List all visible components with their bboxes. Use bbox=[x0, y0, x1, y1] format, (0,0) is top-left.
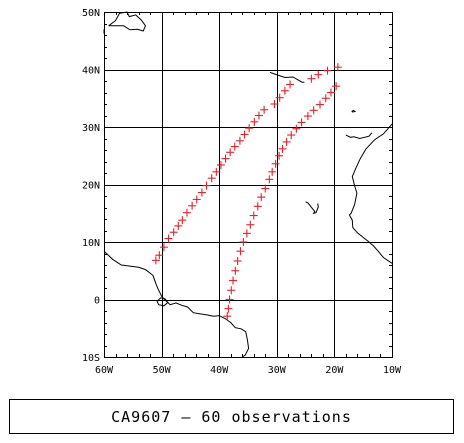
lon-tick-label: 50W bbox=[153, 365, 172, 376]
observation-marker bbox=[282, 137, 291, 146]
lon-tick-label: 10W bbox=[383, 365, 402, 376]
observation-marker bbox=[202, 181, 211, 190]
lon-tick-label: 30W bbox=[268, 365, 287, 376]
observation-marker bbox=[303, 112, 312, 121]
coastline-marajo-island bbox=[156, 297, 169, 307]
lon-tick-label: 20W bbox=[325, 365, 344, 376]
observation-marker bbox=[229, 276, 238, 285]
observation-marker bbox=[224, 304, 233, 313]
coastline-cape-verde bbox=[305, 201, 319, 215]
coastline-south-america bbox=[103, 250, 250, 358]
observation-marker bbox=[245, 124, 254, 133]
observation-marker bbox=[271, 159, 280, 168]
lat-tick-label: 40N bbox=[82, 66, 100, 77]
observation-marker bbox=[221, 154, 230, 163]
observation-marker bbox=[227, 286, 236, 295]
observation-marker bbox=[261, 184, 270, 193]
caption-text: CA9607 – 60 observations bbox=[111, 407, 352, 426]
observation-marker bbox=[159, 243, 168, 252]
observation-marker bbox=[235, 136, 244, 145]
observation-marker bbox=[314, 70, 323, 79]
observation-marker bbox=[323, 66, 332, 75]
observation-marker bbox=[155, 251, 164, 260]
observation-marker bbox=[287, 131, 296, 140]
observation-marker bbox=[321, 94, 330, 103]
observation-marker bbox=[275, 151, 284, 160]
observation-marker bbox=[253, 202, 262, 211]
lat-tick-label: 50N bbox=[82, 8, 100, 19]
observation-marker bbox=[236, 247, 245, 256]
observation-marker bbox=[254, 111, 263, 120]
axis-tick-labels: 60W 50W 40W 30W 20W 10W 10S 0 10N 20N 30N 40N 50N bbox=[82, 8, 402, 376]
lat-tick-label: 30N bbox=[82, 123, 100, 134]
observation-marker bbox=[169, 228, 178, 237]
observation-marker bbox=[309, 106, 318, 115]
coastlines bbox=[103, 11, 393, 358]
observation-marker bbox=[197, 188, 206, 197]
lat-tick-label: 0 bbox=[94, 296, 100, 307]
observation-marker bbox=[212, 167, 221, 176]
observation-marker bbox=[164, 234, 173, 243]
observation-marker bbox=[230, 142, 239, 151]
observation-marker bbox=[268, 167, 277, 176]
observation-marker bbox=[280, 86, 289, 95]
lon-tick-label: 40W bbox=[210, 365, 229, 376]
observation-marker bbox=[286, 80, 295, 89]
lon-tick-label: 60W bbox=[95, 365, 114, 376]
lat-tick-label: 10N bbox=[82, 238, 100, 249]
observation-marker bbox=[270, 100, 279, 108]
observation-marker bbox=[239, 238, 248, 246]
observation-marker bbox=[174, 221, 183, 230]
observation-markers bbox=[151, 63, 342, 321]
observation-marker bbox=[260, 105, 269, 114]
observation-marker bbox=[250, 117, 259, 126]
observation-marker bbox=[223, 312, 232, 321]
observation-marker bbox=[307, 74, 316, 83]
observation-marker bbox=[246, 220, 255, 229]
observation-marker bbox=[326, 88, 335, 97]
observation-marker bbox=[265, 175, 274, 184]
observation-marker bbox=[316, 100, 324, 109]
lat-tick-label: 20N bbox=[82, 181, 100, 192]
observation-marker bbox=[278, 144, 287, 153]
observation-marker bbox=[216, 160, 225, 169]
coastline-canary bbox=[345, 132, 373, 140]
observation-marker bbox=[225, 295, 234, 304]
observation-marker bbox=[207, 174, 216, 183]
observation-marker bbox=[178, 216, 187, 225]
caption-box: CA9607 – 60 observations bbox=[9, 399, 454, 434]
observation-marker bbox=[192, 195, 201, 204]
observation-marker bbox=[257, 193, 266, 202]
axis-ticks bbox=[104, 12, 393, 358]
observation-marker bbox=[233, 256, 242, 265]
observation-marker bbox=[240, 130, 249, 139]
lat-tick-label: 10S bbox=[82, 353, 100, 364]
observation-marker bbox=[242, 229, 251, 238]
observation-marker bbox=[182, 208, 191, 217]
observation-marker bbox=[231, 266, 240, 275]
coastline-azores bbox=[269, 71, 305, 83]
observation-marker bbox=[332, 82, 341, 91]
observation-marker bbox=[297, 118, 306, 127]
coastline-madeira bbox=[351, 109, 357, 113]
observation-marker bbox=[249, 211, 258, 220]
observation-marker bbox=[226, 148, 235, 157]
observation-marker bbox=[333, 63, 342, 72]
observation-marker bbox=[188, 201, 197, 210]
observation-marker bbox=[275, 93, 284, 102]
coastline-africa bbox=[348, 123, 393, 264]
observation-marker bbox=[151, 256, 160, 265]
observation-marker bbox=[292, 124, 301, 133]
map-grid bbox=[104, 12, 393, 358]
